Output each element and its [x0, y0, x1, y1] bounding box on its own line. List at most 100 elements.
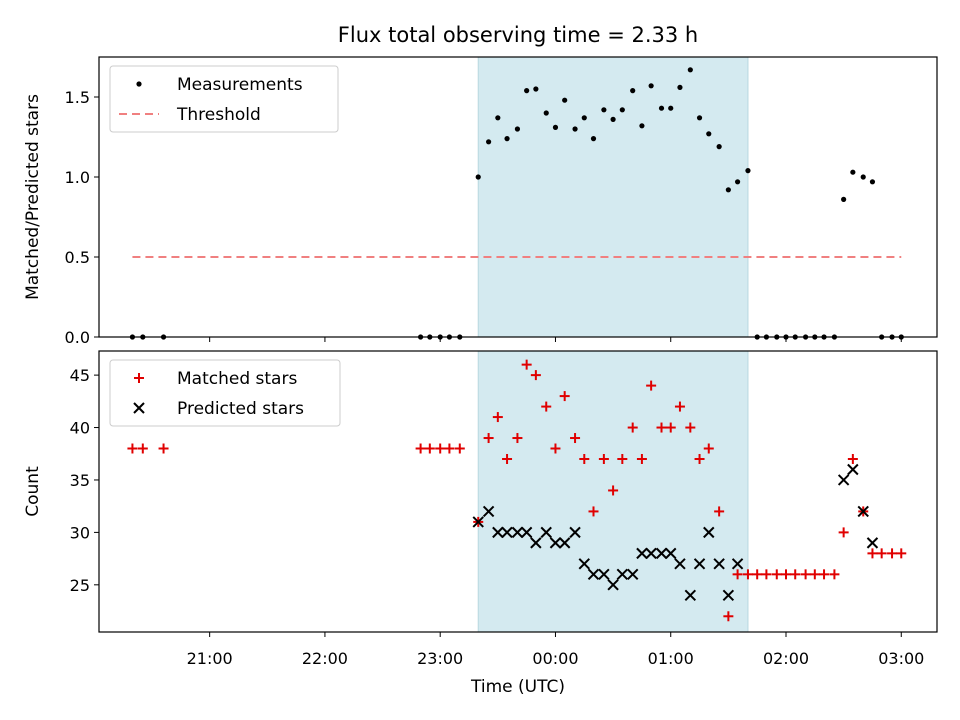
predicted-star-point — [578, 558, 590, 570]
matched-star-point — [714, 506, 725, 517]
bottom-panel-ticks: 25 30 35 40 45 — [70, 366, 902, 637]
predicted-star-point — [501, 526, 513, 539]
matched-star-point — [483, 433, 494, 444]
x-axis-label: Time (UTC) — [470, 677, 565, 697]
predicted-star-point — [684, 589, 697, 602]
legend-threshold-label: Threshold — [176, 105, 261, 125]
matched-star-point — [598, 453, 609, 464]
legend-matched-label: Matched stars — [177, 369, 297, 389]
top-panel: 0.0 0.5 1.0 1.5 Matched/Predicted stars Mea… — [23, 56, 938, 347]
y-tick-label: 1.0 — [65, 168, 90, 187]
measurement-point — [745, 168, 751, 174]
matched-star-point — [780, 569, 791, 580]
matched-star-point — [694, 453, 705, 464]
predicted-star-point — [713, 558, 725, 570]
measurement-point — [581, 115, 587, 121]
legend-predicted-marker — [133, 402, 145, 414]
measurement-point — [687, 67, 693, 73]
matched-star-point — [627, 422, 638, 433]
x-tick-label: 00:00 — [532, 649, 578, 668]
matched-star-point — [559, 391, 570, 402]
measurement-point — [841, 196, 847, 202]
matched-star-point — [415, 443, 426, 454]
matched-star-point — [127, 443, 138, 454]
matched-star-point — [896, 548, 907, 559]
x-tick-label: 23:00 — [417, 649, 463, 668]
predicted-star-point — [598, 568, 610, 581]
matched-star-point — [685, 422, 696, 433]
matched-star-point — [435, 443, 446, 454]
legend-plus-glyph — [134, 373, 144, 383]
matched-star-point — [876, 548, 887, 559]
measurement-point — [590, 136, 597, 142]
measurement-point — [533, 86, 539, 92]
predicted-star-point — [472, 516, 484, 528]
matched-star-point — [579, 453, 590, 464]
bottom-panel-frame — [98, 350, 938, 633]
matched-star-point — [656, 422, 667, 433]
matched-star-point — [570, 433, 581, 444]
measurement-point — [630, 88, 636, 94]
y-tick-label: 45 — [70, 366, 90, 385]
predicted-star-point — [569, 526, 581, 539]
top-panel-ticks: 0.0 0.5 1.0 1.5 — [65, 88, 902, 347]
measurement-point — [543, 110, 549, 116]
measurement-point — [725, 187, 731, 193]
matched-star-point — [541, 401, 552, 412]
top-panel-ylabel: Matched/Predicted stars — [23, 94, 43, 300]
predicted-star-point — [703, 526, 715, 539]
predicted-star-point — [558, 537, 571, 549]
predicted-star-point — [549, 537, 562, 549]
predicted-star-point — [607, 579, 619, 591]
legend-box — [109, 359, 341, 427]
measurement-point — [495, 115, 501, 121]
y-tick-label: 0.5 — [65, 248, 90, 267]
measurement-point — [504, 136, 510, 142]
matched-star-point — [742, 569, 753, 580]
matched-star-point — [158, 443, 169, 454]
measurement-point — [619, 107, 625, 113]
x-tick-label: 03:00 — [878, 649, 924, 668]
bottom-panel-ylabel: Count — [23, 466, 43, 517]
measurement-point — [668, 105, 674, 111]
matched-star-point — [608, 485, 619, 496]
measurement-point — [639, 123, 645, 129]
predicted-star-point — [626, 568, 639, 581]
matched-star-point — [809, 569, 820, 580]
matched-star-point — [829, 569, 840, 580]
matched-star-point — [521, 359, 532, 370]
measurement-point — [677, 84, 683, 90]
y-tick-label: 30 — [70, 523, 90, 542]
matched-star-point — [761, 569, 772, 580]
legend-x-glyph — [133, 402, 145, 414]
matched-star-point — [819, 569, 830, 580]
legend-box — [109, 65, 339, 133]
matched-star-point — [512, 433, 523, 444]
predicted-star-point — [492, 526, 504, 539]
matched-star-point — [887, 548, 898, 559]
top-panel-shade — [477, 56, 749, 338]
measurement-point — [658, 105, 665, 111]
measurement-point — [869, 179, 876, 185]
matched-star-point — [800, 569, 811, 580]
measurement-point — [601, 107, 607, 113]
matched-star-point — [636, 453, 647, 464]
matched-star-point — [492, 412, 503, 423]
predicted-star-point — [857, 505, 869, 518]
x-tick-label: 01:00 — [648, 649, 694, 668]
predicted-star-point — [722, 589, 735, 602]
predicted-star-point — [540, 526, 552, 539]
matched-star-point — [674, 401, 685, 412]
predicted-star-point — [847, 463, 859, 476]
matched-star-point — [732, 569, 743, 580]
measurement-point — [860, 174, 866, 180]
legend-predicted-label: Predicted stars — [177, 399, 304, 419]
measurement-point — [552, 124, 559, 130]
matched-star-point — [790, 569, 801, 580]
predicted-star-point — [665, 547, 677, 560]
top-panel-legend: Measurements Threshold — [109, 65, 339, 133]
x-tick-label: 02:00 — [763, 649, 809, 668]
matched-star-point — [723, 611, 734, 622]
measurement-point — [734, 179, 741, 185]
